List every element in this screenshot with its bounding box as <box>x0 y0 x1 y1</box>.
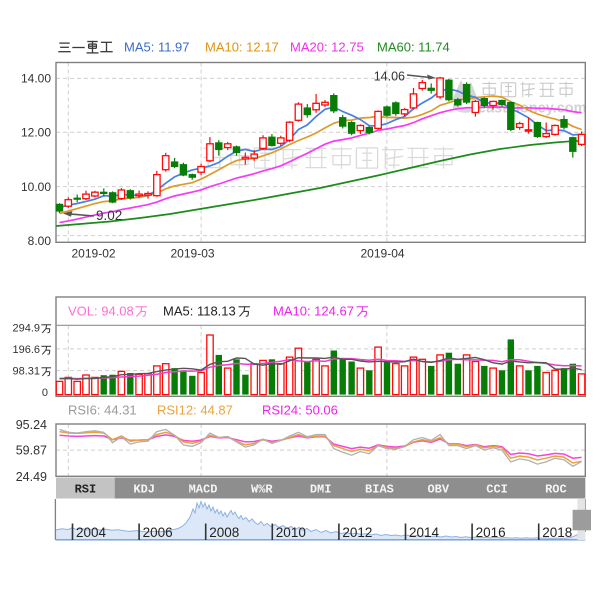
svg-text:2010: 2010 <box>276 525 306 540</box>
svg-text:59.87: 59.87 <box>16 444 47 458</box>
svg-text:BIAS: BIAS <box>365 483 394 497</box>
svg-text:RSI6: 44.31: RSI6: 44.31 <box>68 403 137 418</box>
svg-text:2016: 2016 <box>476 525 506 540</box>
svg-text:12.00: 12.00 <box>21 126 51 140</box>
svg-text:MA5: 11.97: MA5: 11.97 <box>124 40 190 55</box>
svg-text:9.02: 9.02 <box>96 208 122 223</box>
svg-text:MA10: 12.17: MA10: 12.17 <box>205 40 279 55</box>
svg-text:2019-03: 2019-03 <box>171 247 215 261</box>
svg-text:8.00: 8.00 <box>28 234 52 248</box>
svg-text:DMI: DMI <box>310 483 332 497</box>
svg-text:2019-02: 2019-02 <box>72 247 116 261</box>
svg-text:OBV: OBV <box>427 483 449 497</box>
svg-text:14.00: 14.00 <box>21 72 51 86</box>
svg-text:2014: 2014 <box>409 525 440 540</box>
svg-text:RSI24: 50.06: RSI24: 50.06 <box>262 403 338 418</box>
svg-text:2018: 2018 <box>542 525 572 540</box>
svg-text:MA5: 118.13: MA5: 118.13 <box>163 304 236 319</box>
svg-text:MA20: 12.75: MA20: 12.75 <box>290 40 364 55</box>
svg-text:MACD: MACD <box>189 483 218 497</box>
svg-text:2008: 2008 <box>209 525 239 540</box>
svg-text:MA10: 124.67: MA10: 124.67 <box>273 304 354 319</box>
svg-text:2019-04: 2019-04 <box>361 247 405 261</box>
svg-text:14.06: 14.06 <box>374 70 405 84</box>
svg-text:VOL: 94.08: VOL: 94.08 <box>68 304 134 319</box>
svg-text:24.49: 24.49 <box>16 470 47 484</box>
svg-text:2012: 2012 <box>342 525 372 540</box>
svg-text:RSI12: 44.87: RSI12: 44.87 <box>157 403 233 418</box>
svg-text:95.24: 95.24 <box>16 418 47 432</box>
svg-text:RSI: RSI <box>75 483 97 497</box>
svg-text:2006: 2006 <box>143 525 173 540</box>
svg-text:10.00: 10.00 <box>21 180 51 194</box>
svg-text:0: 0 <box>42 387 48 399</box>
svg-text:2004: 2004 <box>76 525 107 540</box>
svg-text:KDJ: KDJ <box>133 483 155 497</box>
svg-text:CCI: CCI <box>486 483 508 497</box>
svg-text:W%R: W%R <box>251 483 273 497</box>
svg-text:MA60: 11.74: MA60: 11.74 <box>377 40 450 55</box>
svg-text:ROC: ROC <box>545 483 567 497</box>
svg-text:294.9: 294.9 <box>12 322 40 334</box>
svg-text:196.6: 196.6 <box>12 344 40 356</box>
svg-text:98.31: 98.31 <box>12 365 40 377</box>
